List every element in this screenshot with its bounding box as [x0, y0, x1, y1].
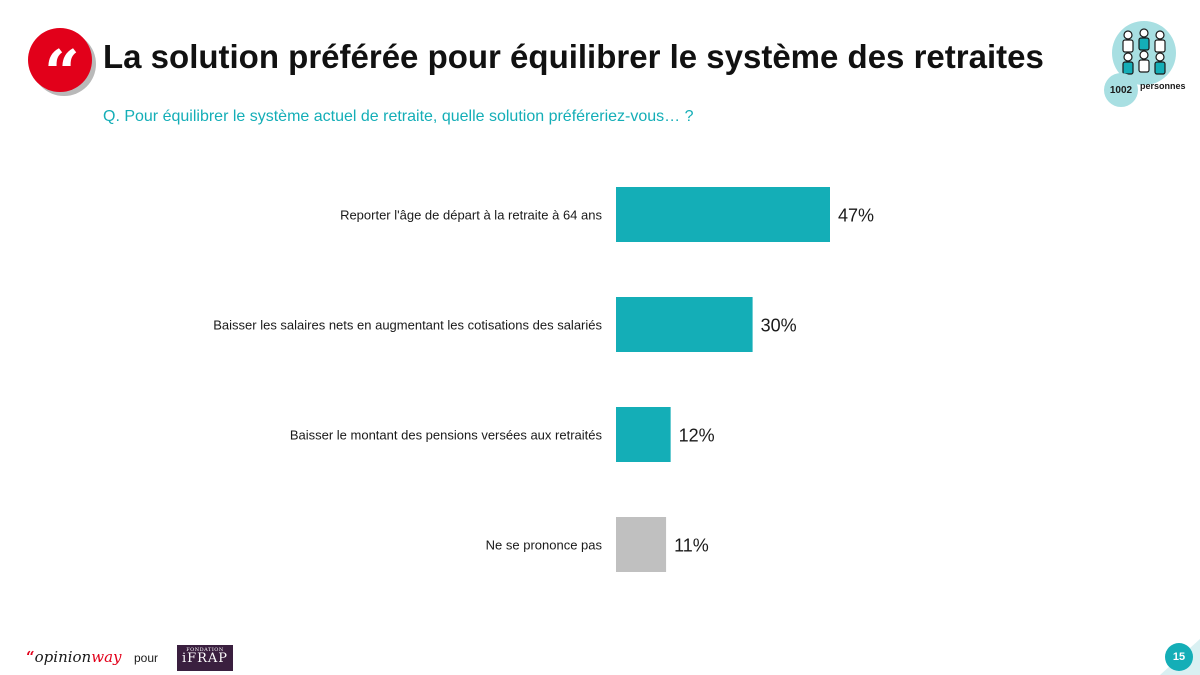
- bar-3: [616, 407, 671, 462]
- bar-1: [616, 187, 830, 242]
- quote-mark: “: [44, 36, 80, 109]
- footer-pour-text: pour: [134, 651, 159, 665]
- bar-4: [616, 517, 667, 572]
- value-label-1: 47%: [838, 206, 874, 226]
- sample-unit: personnes: [1140, 81, 1186, 91]
- value-label-3: 12%: [679, 426, 715, 446]
- sample-size-badge: 1002 personnes: [1104, 21, 1200, 107]
- value-label-2: 30%: [761, 316, 797, 336]
- page-title: La solution préférée pour équilibrer le …: [103, 38, 1044, 75]
- category-label-2: Baisser les salaires nets en augmentant …: [213, 318, 602, 333]
- survey-question: Q. Pour équilibrer le système actuel de …: [103, 108, 694, 125]
- people-group-icon: [1122, 28, 1166, 75]
- sample-count: 1002: [1104, 73, 1138, 107]
- category-label-1: Reporter l'âge de départ à la retraite à…: [340, 208, 602, 223]
- page-number: 15: [1165, 643, 1193, 671]
- opinionway-logo: “opinionway: [26, 648, 122, 666]
- quote-badge-icon: “: [28, 28, 92, 104]
- ifrap-logo: FONDATION iFRAP: [177, 645, 233, 671]
- bar-2: [616, 297, 753, 352]
- bar-chart: Reporter l'âge de départ à la retraite à…: [213, 187, 874, 572]
- value-label-4: 11%: [674, 536, 709, 556]
- category-label-4: Ne se prononce pas: [486, 538, 603, 553]
- category-label-3: Baisser le montant des pensions versées …: [290, 428, 603, 443]
